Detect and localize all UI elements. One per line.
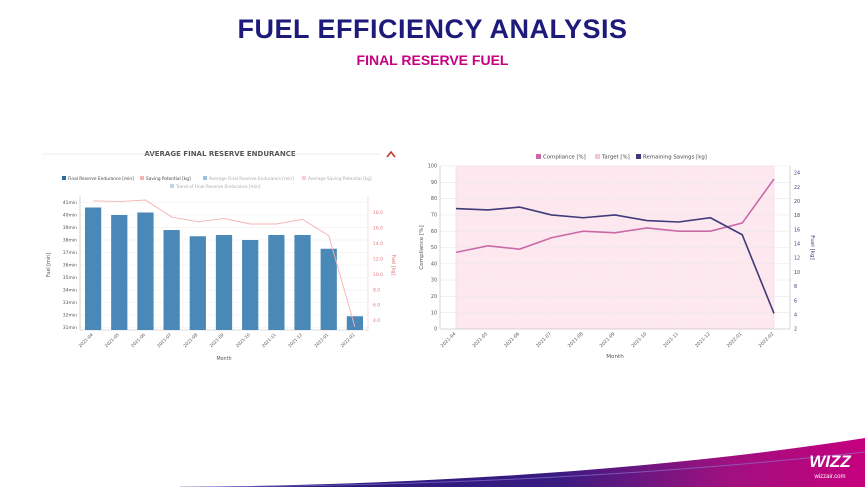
y2-tick-label: 10.0 <box>373 272 383 278</box>
y-tick-label: 39min <box>63 225 77 231</box>
slide-subtitle: FINAL RESERVE FUEL <box>356 52 509 68</box>
y-tick-label: 10 <box>431 310 437 316</box>
legend-swatch <box>62 176 66 180</box>
y-tick-label: 31min <box>63 325 77 331</box>
y2-tick-label: 18.0 <box>373 210 383 216</box>
x-axis-label: Month <box>216 356 231 362</box>
y-tick-label: 37min <box>63 250 77 256</box>
legend-swatch <box>140 176 144 180</box>
y-tick-label: 0 <box>434 327 437 333</box>
y2-tick-label: 14 <box>794 242 800 248</box>
y-tick-label: 35min <box>63 275 77 281</box>
bar <box>215 235 233 330</box>
y2-axis-label: Fuel [kg] <box>809 235 815 259</box>
y2-tick-label: 12 <box>794 256 800 262</box>
y2-tick-label: 18 <box>794 213 800 219</box>
bar <box>268 235 285 330</box>
y2-tick-label: 8 <box>794 284 797 290</box>
x-axis-label: Month <box>606 354 624 360</box>
y-tick-label: 40 <box>431 261 437 267</box>
bar <box>137 212 154 330</box>
legend-entry: Remaining Savings [kg] <box>643 155 707 161</box>
y-tick-label: 30 <box>431 278 437 284</box>
brand-url: wizzair.com <box>814 474 846 480</box>
bar <box>189 236 206 330</box>
legend-entry: Final Reserve Endurance [min] <box>68 176 134 182</box>
y2-tick-label: 16.0 <box>373 225 383 231</box>
compliance-line-chart: Compliance [%] Target [%] Remaining Saving… <box>418 146 818 371</box>
y-tick-label: 32min <box>63 313 77 319</box>
legend-entry: Trend of Final Reserve Endurance [min] <box>175 184 261 190</box>
y2-tick-label: 24 <box>794 171 800 177</box>
y2-axis-label: Fuel [kg] <box>390 255 396 276</box>
y-tick-label: 70 <box>431 213 437 219</box>
legend-swatch <box>636 154 641 159</box>
y2-tick-label: 6.0 <box>373 303 380 309</box>
y-tick-label: 100 <box>428 164 437 170</box>
y-tick-label: 80 <box>431 196 437 202</box>
slide-title: FUEL EFFICIENCY ANALYSIS <box>237 14 628 44</box>
y2-tick-label: 10 <box>794 270 800 276</box>
y2-tick-label: 4 <box>794 312 797 318</box>
y2-tick-label: 6 <box>794 298 797 304</box>
legend-swatch <box>203 176 207 180</box>
y2-tick-label: 2 <box>794 327 797 333</box>
footer-swoosh <box>179 438 865 487</box>
legend-entry: Average Saving Potential [kg] <box>308 176 372 182</box>
bar <box>320 248 337 330</box>
legend-entry: Compliance [%] <box>543 155 586 161</box>
bar <box>111 215 128 330</box>
bar <box>346 316 364 330</box>
legend-entry: Saving Potential [kg] <box>146 176 191 182</box>
legend-entry: Average Final Reserve Endurance [min] <box>209 176 294 182</box>
chevron-up-icon <box>386 150 396 158</box>
bar <box>294 235 311 330</box>
y-tick-label: 40min <box>63 213 77 219</box>
y-tick-label: 90 <box>431 180 437 186</box>
bar <box>84 207 102 330</box>
y2-tick-label: 4.0 <box>373 318 380 324</box>
endurance-bar-chart: AVERAGE FINAL RESERVE ENDURANCE Final Res… <box>40 140 405 375</box>
y2-tick-label: 14.0 <box>373 241 383 247</box>
remaining-savings-line <box>455 206 775 314</box>
wizz-logo: WIZZ <box>809 452 851 471</box>
y-tick-label: 38min <box>63 238 77 244</box>
y2-tick-label: 20 <box>794 199 800 205</box>
y-axis-label: Fuel [min] <box>46 253 52 277</box>
legend-swatch <box>170 184 174 188</box>
legend-entry: Target [%] <box>601 155 630 161</box>
y-tick-label: 34min <box>63 288 77 294</box>
bar <box>163 230 180 330</box>
y2-tick-label: 16 <box>794 227 800 233</box>
y-tick-label: 60 <box>431 229 437 235</box>
y2-tick-label: 22 <box>794 185 800 191</box>
saving-potential-line <box>93 199 356 328</box>
y-tick-label: 20 <box>431 294 437 300</box>
y-axis-label: Compliance [%] <box>419 225 425 269</box>
y2-tick-label: 12.0 <box>373 256 383 262</box>
bar <box>242 240 259 330</box>
compliance-line <box>455 178 775 254</box>
y-tick-label: 33min <box>63 300 77 306</box>
y-tick-label: 41min <box>63 200 77 206</box>
legend-swatch <box>595 154 600 159</box>
y-tick-label: 50 <box>431 245 437 251</box>
legend-swatch <box>302 176 306 180</box>
y-tick-label: 36min <box>63 263 77 269</box>
legend-swatch <box>536 154 541 159</box>
chart-title: AVERAGE FINAL RESERVE ENDURANCE <box>144 150 295 158</box>
y2-tick-label: 8.0 <box>373 287 380 293</box>
